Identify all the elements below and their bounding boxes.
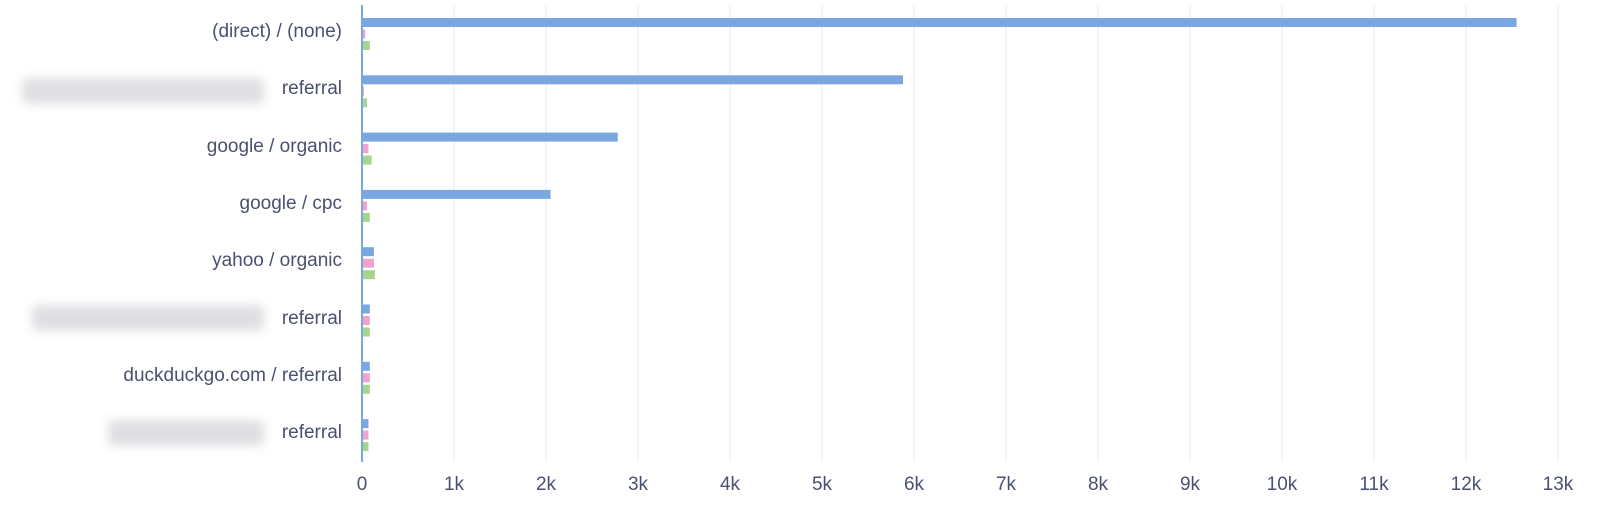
x-tick-label: 10k	[1267, 474, 1298, 495]
category-label: yahoo / organic	[212, 250, 342, 272]
bar	[362, 430, 369, 440]
x-tick-label: 7k	[996, 474, 1017, 495]
bar	[362, 270, 375, 280]
bar	[362, 132, 618, 142]
x-tick-label: 5k	[812, 474, 833, 495]
x-tick-label: 11k	[1359, 474, 1389, 495]
bar	[362, 442, 369, 452]
category-label: referral	[281, 307, 342, 329]
category-label: referral	[281, 422, 342, 444]
x-tick-label: 1k	[444, 474, 465, 495]
category-label: (direct) / (none)	[212, 21, 342, 42]
x-tick-label: 4k	[720, 474, 741, 495]
redacted-label-mask	[108, 420, 264, 446]
bar	[362, 373, 370, 383]
bar	[362, 384, 370, 394]
bar	[362, 75, 903, 85]
bars	[362, 18, 1517, 452]
bar	[362, 189, 551, 199]
x-tick-label: 8k	[1088, 474, 1109, 495]
bar	[362, 361, 370, 371]
bar	[362, 304, 370, 314]
bar	[362, 247, 374, 257]
x-tick-label: 13k	[1543, 474, 1574, 495]
bar	[362, 419, 369, 429]
bar	[362, 258, 374, 268]
bar	[362, 201, 368, 211]
category-label: google / cpc	[239, 192, 342, 214]
category-label: referral	[281, 78, 342, 100]
x-tick-label: 0	[357, 474, 368, 495]
bar	[362, 29, 366, 39]
bar	[362, 18, 1517, 27]
category-label: duckduckgo.com / referral	[123, 364, 342, 386]
bar	[362, 212, 370, 222]
x-tick-label: 3k	[628, 474, 649, 495]
x-tick-label: 2k	[536, 474, 557, 495]
gridlines	[453, 5, 1559, 462]
x-tick-label: 12k	[1451, 474, 1482, 495]
bar	[362, 316, 370, 325]
x-axis-ticks: 0 1k 2k 3k 4k 5k 6k 7k 8k 9k 10k 11k 12k 13k	[357, 474, 1574, 495]
redacted-label-mask	[22, 78, 264, 104]
x-tick-label: 9k	[1180, 474, 1201, 495]
bar	[362, 98, 368, 108]
bar	[362, 41, 370, 50]
bar	[362, 327, 370, 337]
redacted-label-mask	[32, 305, 264, 331]
bar	[362, 155, 372, 165]
bar	[362, 144, 369, 154]
category-label: google / organic	[206, 135, 342, 157]
x-tick-label: 6k	[904, 474, 925, 495]
